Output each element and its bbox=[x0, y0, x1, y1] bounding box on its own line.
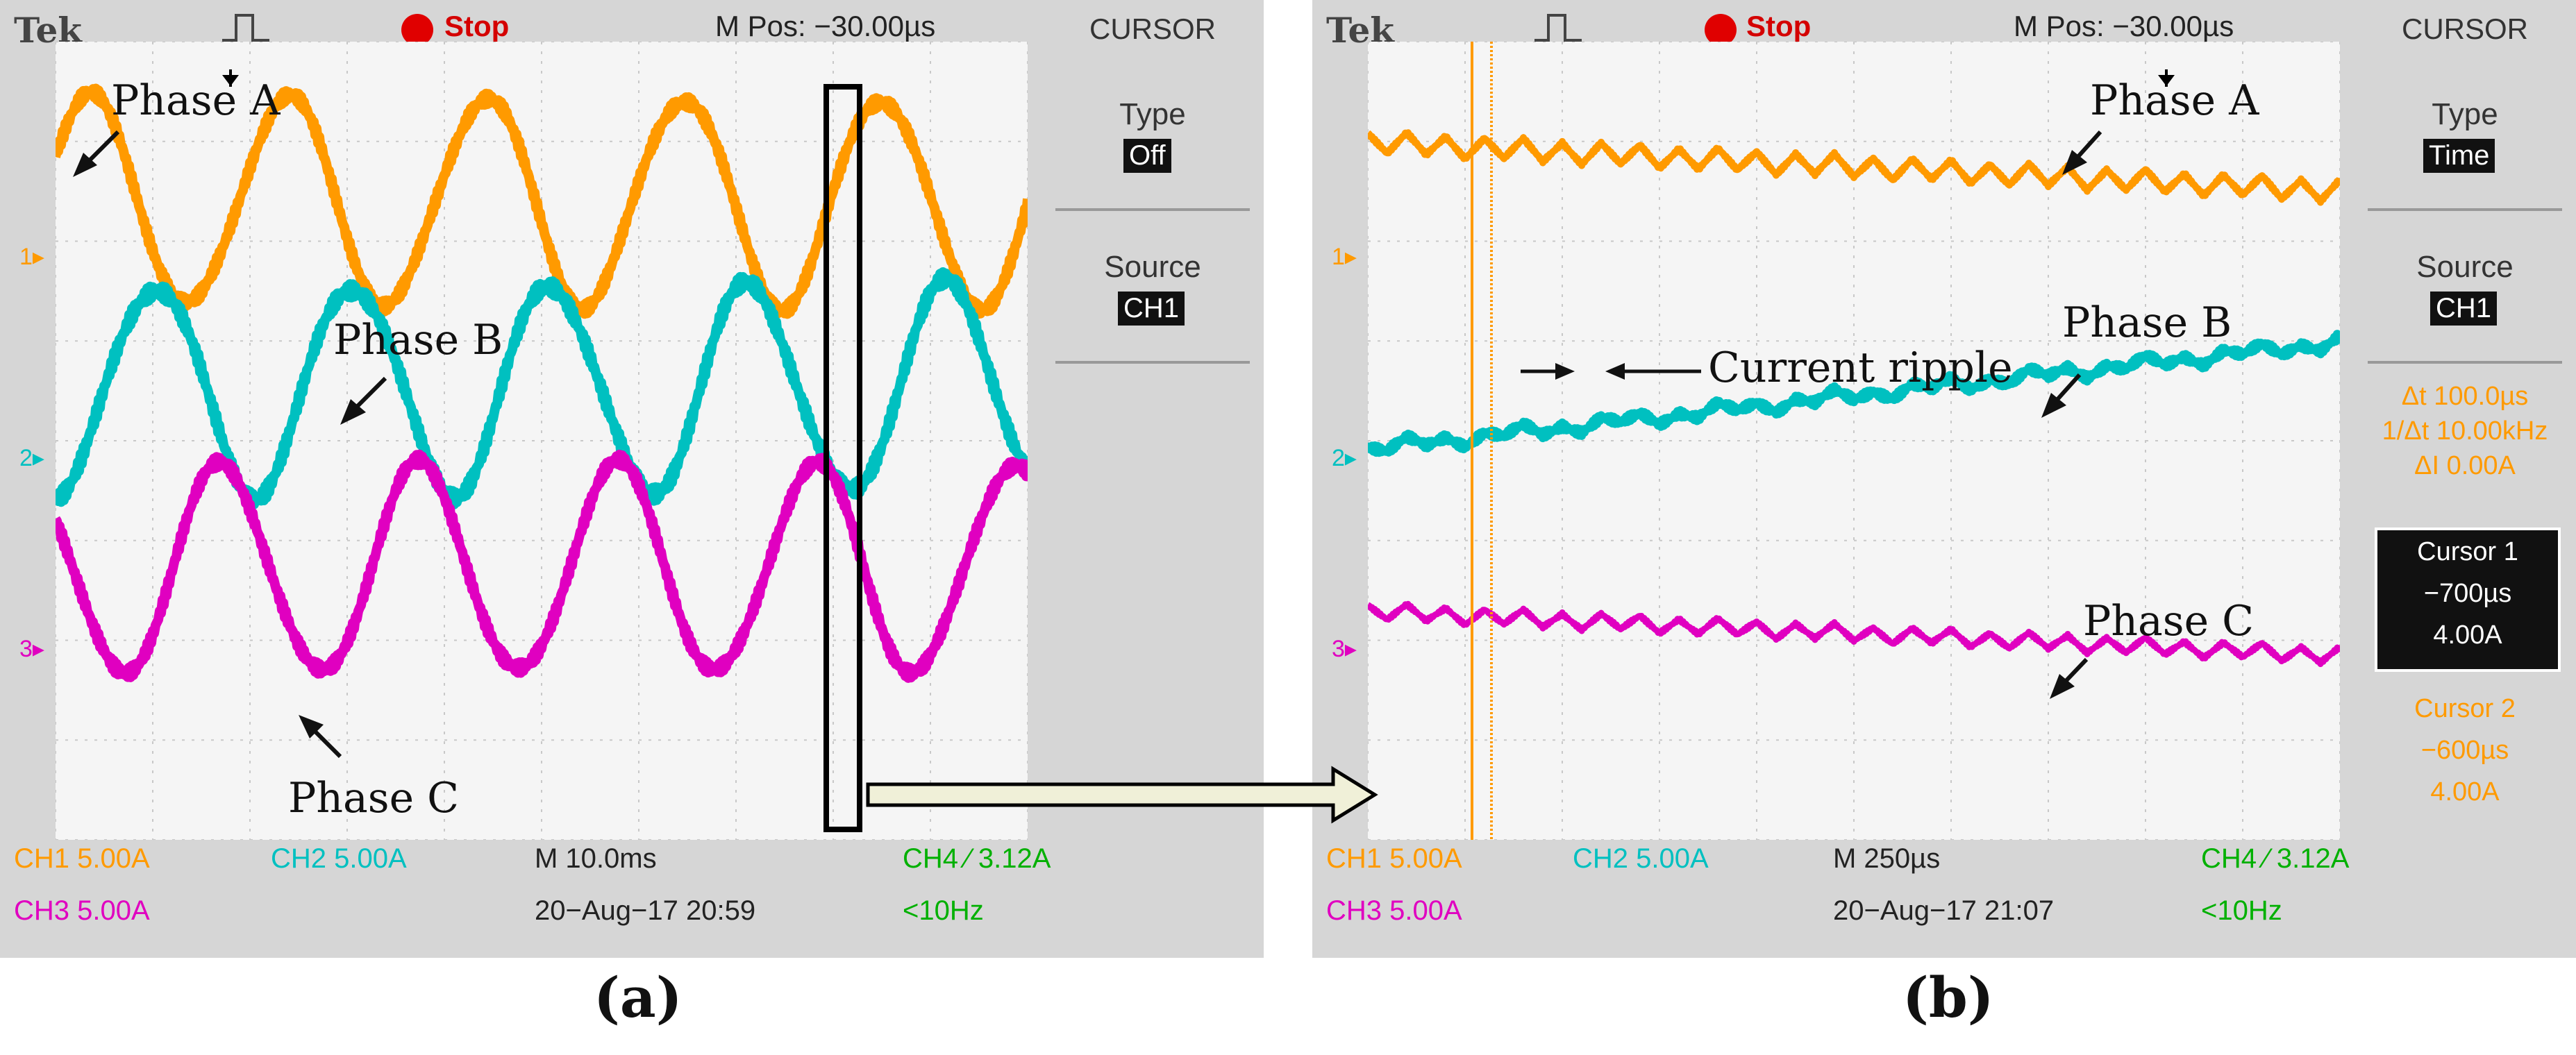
phase-a-trace bbox=[56, 83, 1028, 319]
menu-title: CURSOR bbox=[2401, 12, 2528, 45]
waveform-plot bbox=[1368, 42, 2340, 840]
cursor1-label: Cursor 1 bbox=[2417, 537, 2518, 566]
phase-b-label: Phase B bbox=[2062, 298, 2232, 347]
type-value-button[interactable]: Time bbox=[2423, 139, 2495, 173]
trigger-icon bbox=[222, 12, 271, 50]
waveform-display bbox=[1368, 42, 2340, 840]
ch1-marker: 1▸ bbox=[19, 244, 44, 270]
cursor2-label[interactable]: Cursor 2 bbox=[2414, 694, 2516, 723]
ch3-scale: CH3 5.00A bbox=[1326, 895, 1462, 926]
ch3-marker: 3▸ bbox=[19, 636, 44, 662]
ch2-scale: CH2 5.00A bbox=[1573, 843, 1709, 874]
phase-b-arrowhead bbox=[340, 399, 366, 425]
zoom-connector-arrow bbox=[866, 766, 1378, 824]
ch1-scale: CH1 5.00A bbox=[1326, 843, 1462, 874]
source-label: Source bbox=[2416, 250, 2514, 284]
phase-c-trace bbox=[56, 449, 1028, 683]
stop-indicator-icon bbox=[1705, 14, 1737, 46]
trigger-frequency: <10Hz bbox=[2201, 895, 2282, 926]
ch2-marker: 2▸ bbox=[1332, 445, 1357, 471]
source-value-button[interactable]: CH1 bbox=[1118, 292, 1185, 326]
phase-c-arrowhead bbox=[299, 715, 324, 738]
type-label: Type bbox=[1119, 97, 1186, 131]
stop-indicator-icon bbox=[401, 14, 433, 46]
waveform-plot bbox=[56, 42, 1028, 840]
ch2-scale: CH2 5.00A bbox=[271, 843, 407, 874]
cursor-menu: CURSOR Type Time Source CH1 Δt 100.0µs 1… bbox=[2354, 0, 2576, 958]
trigger-level: CH4 ∕ 3.12A bbox=[903, 843, 1051, 874]
phase-c-label: Phase C bbox=[288, 774, 460, 822]
phase-b-label: Phase B bbox=[333, 316, 503, 364]
cursor2-time: −600µs bbox=[2420, 736, 2509, 765]
trigger-icon bbox=[1534, 12, 1583, 50]
cursor2-value: 4.00A bbox=[2430, 777, 2500, 807]
oscilloscope-panel-a: Tek Stop M Pos: −30.00µs 1▸ 2▸ 3▸ CURSOR… bbox=[0, 0, 1264, 958]
divider bbox=[2368, 208, 2562, 211]
timestamp: 20−Aug−17 20:59 bbox=[535, 895, 756, 926]
trigger-level: CH4 ∕ 3.12A bbox=[2201, 843, 2350, 874]
timebase: M 250µs bbox=[1833, 843, 1941, 874]
cursor1-value: 4.00A bbox=[2433, 621, 2502, 650]
horizontal-position: M Pos: −30.00µs bbox=[2014, 10, 2234, 42]
phase-a-trace bbox=[1368, 129, 2340, 206]
cursor1-readout[interactable]: Cursor 1 −700µs 4.00A bbox=[2375, 528, 2561, 672]
ch2-marker: 2▸ bbox=[19, 445, 44, 471]
delta-current: ΔI 0.00A bbox=[2414, 451, 2516, 480]
waveform-display bbox=[56, 42, 1028, 840]
phase-a-label: Phase A bbox=[111, 76, 281, 125]
divider bbox=[2368, 361, 2562, 364]
divider bbox=[1055, 208, 1250, 211]
timestamp: 20−Aug−17 21:07 bbox=[1833, 895, 2055, 926]
annotation-overlay-a bbox=[73, 69, 862, 832]
ch1-scale: CH1 5.00A bbox=[14, 843, 150, 874]
caption-a: (a) bbox=[594, 965, 683, 1030]
source-value-button[interactable]: CH1 bbox=[2430, 292, 2498, 326]
current-ripple-label: Current ripple bbox=[1708, 344, 2013, 392]
phase-b-trace bbox=[1368, 330, 2340, 457]
annotation-overlay-b bbox=[1521, 69, 2175, 699]
trigger-frequency: <10Hz bbox=[903, 895, 984, 926]
ch3-scale: CH3 5.00A bbox=[14, 895, 150, 926]
phase-a-arrowhead bbox=[73, 153, 97, 177]
phase-c-trace bbox=[1368, 600, 2340, 668]
source-label: Source bbox=[1104, 250, 1201, 284]
menu-title: CURSOR bbox=[1089, 12, 1216, 45]
zoom-region-box bbox=[823, 84, 862, 832]
horizontal-position: M Pos: −30.00µs bbox=[715, 10, 936, 42]
caption-b: (b) bbox=[1902, 965, 1994, 1030]
timebase: M 10.0ms bbox=[535, 843, 657, 874]
phase-c-label: Phase C bbox=[2083, 597, 2255, 645]
run-status: Stop bbox=[444, 10, 510, 42]
delta-time: Δt 100.0µs bbox=[2401, 382, 2529, 411]
run-status: Stop bbox=[1746, 10, 1812, 42]
type-value-button[interactable]: Off bbox=[1123, 139, 1171, 173]
cursor1-time: −700µs bbox=[2423, 579, 2512, 608]
oscilloscope-panel-b: Tek Stop M Pos: −30.00µs 1▸ 2▸ 3▸ CURSOR… bbox=[1312, 0, 2576, 958]
phase-a-label: Phase A bbox=[2090, 76, 2259, 125]
type-label: Type bbox=[2432, 97, 2498, 131]
phase-b-trace bbox=[56, 267, 1028, 511]
inverse-delta-time: 1/Δt 10.00kHz bbox=[2382, 416, 2548, 446]
ch1-marker: 1▸ bbox=[1332, 244, 1357, 270]
ch3-marker: 3▸ bbox=[1332, 636, 1357, 662]
divider bbox=[1055, 361, 1250, 364]
